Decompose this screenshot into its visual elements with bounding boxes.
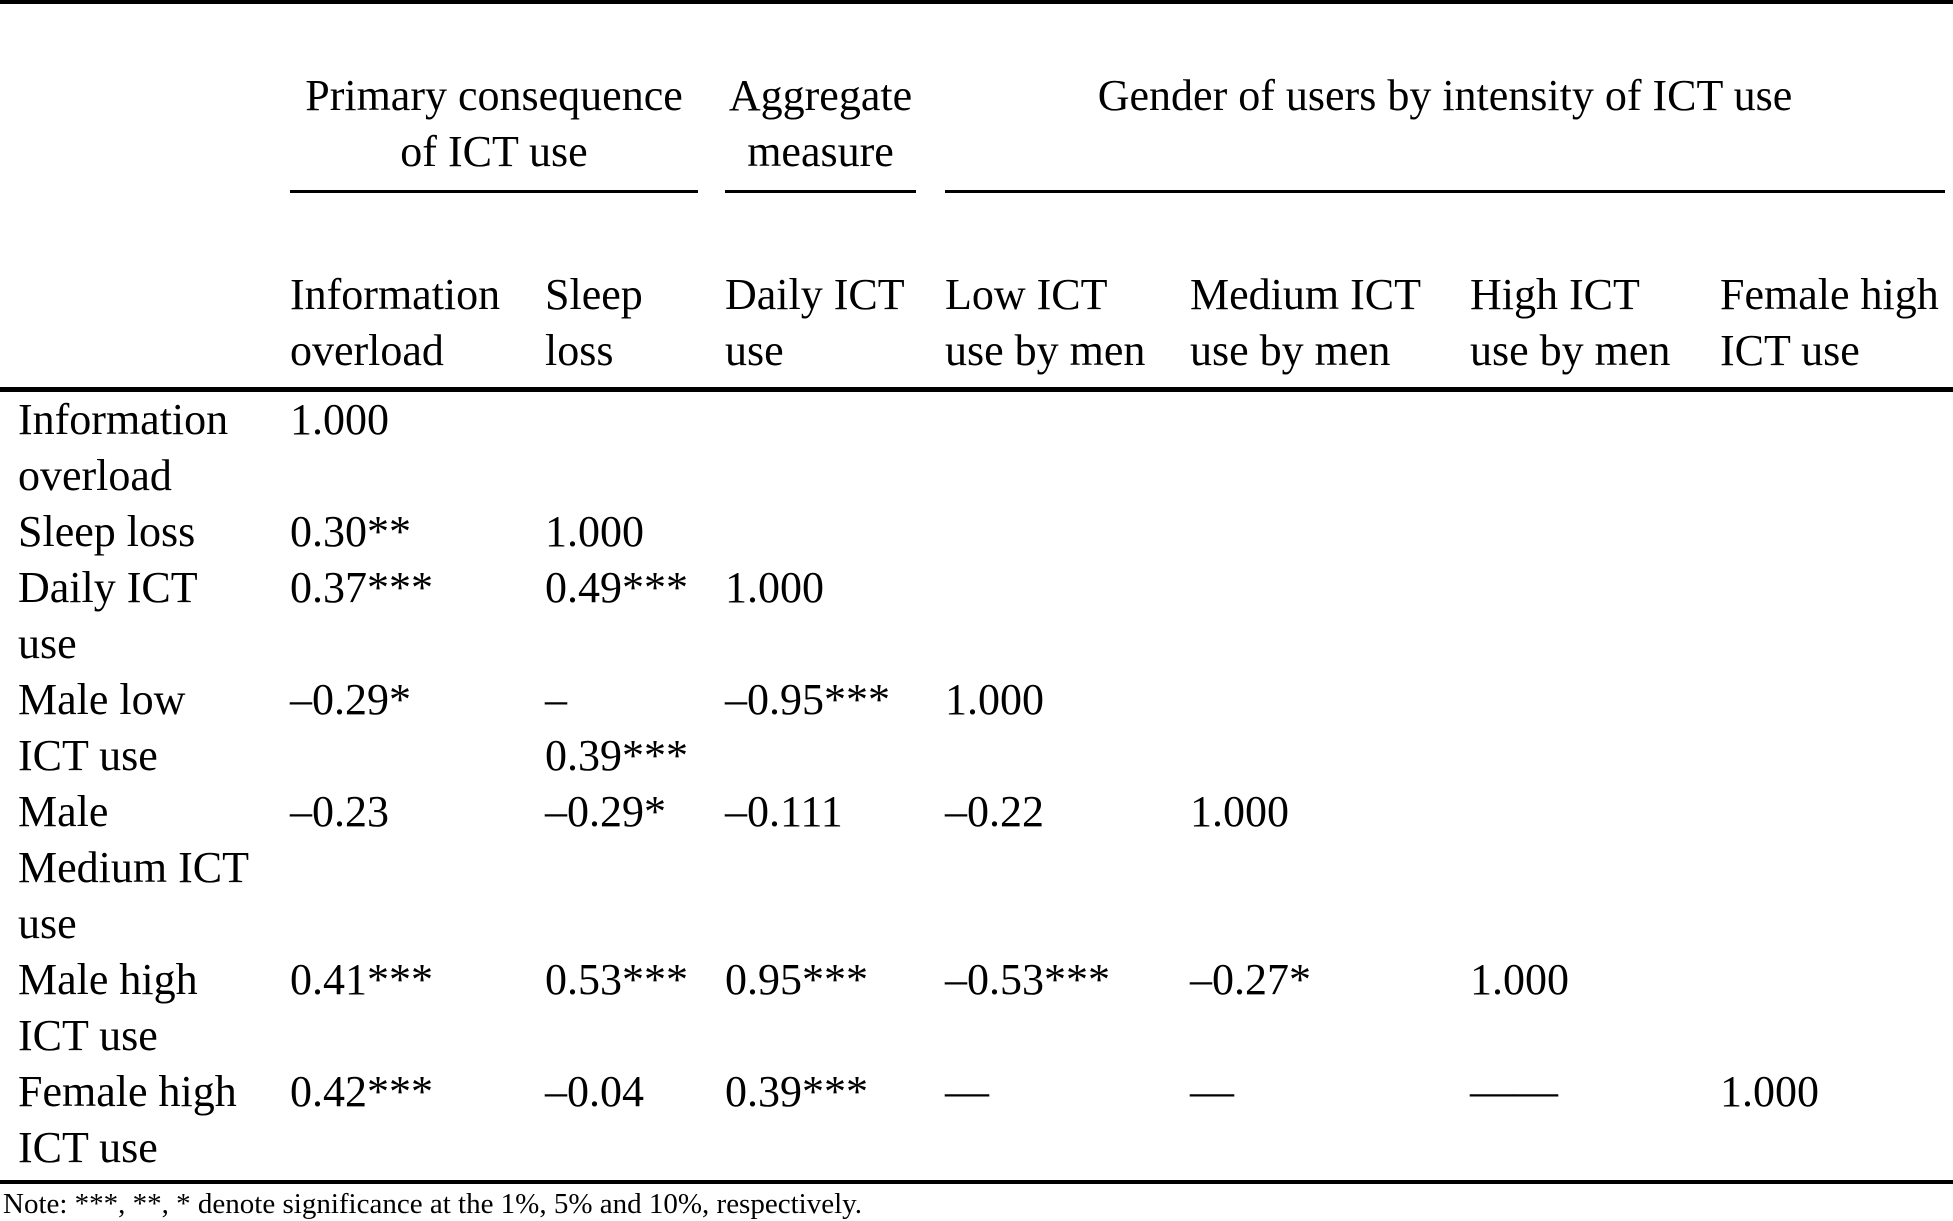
cell-value: –0.27* <box>1190 955 1311 1004</box>
column-header-medium-ict-men: Medium ICT use by men <box>1190 249 1470 392</box>
cell-value: 1.000 <box>1720 1064 1953 1184</box>
cell-value: 0.49*** <box>545 563 688 612</box>
row-label: Sleep loss <box>18 507 196 556</box>
cell-value <box>1720 560 1953 672</box>
cell-value: 1.000 <box>945 675 1044 724</box>
table-row-male-low-ict-use: Male low ICT use –0.29* – 0.39*** –0.95*… <box>0 672 1953 784</box>
cell-value: 1.000 <box>1470 955 1569 1004</box>
cell-value: 0.42*** <box>290 1064 545 1184</box>
cell-value: –0.04 <box>545 1064 725 1184</box>
cell-value <box>1190 504 1470 560</box>
cell-value: 1.000 <box>1190 787 1289 836</box>
row-label: Male low ICT use <box>18 675 186 780</box>
cell-value <box>725 504 945 560</box>
cell-value: –0.111 <box>725 787 843 836</box>
cell-value: 1.000 <box>545 507 644 556</box>
table-row-male-medium-ict-use: Male Medium ICT use –0.23 –0.29* –0.111 … <box>0 784 1953 952</box>
column-header-female-high-ict: Female high ICT use <box>1720 249 1953 392</box>
column-header-low-ict-men: Low ICT use by men <box>945 249 1190 392</box>
group-header-label: Gender of users by intensity of ICT use <box>945 68 1946 193</box>
row-label: Daily ICT use <box>18 563 198 668</box>
table-row-information-overload: Information overload 1.000 <box>0 390 1953 505</box>
table-row-male-high-ict-use: Male high ICT use 0.41*** 0.53*** 0.95**… <box>0 952 1953 1064</box>
cell-value <box>1190 560 1470 672</box>
cell-value: –0.53*** <box>945 955 1110 1004</box>
cell-value: – 0.39*** <box>545 675 688 780</box>
table-row-daily-ict-use: Daily ICT use 0.37*** 0.49*** 1.000 <box>0 560 1953 672</box>
group-header-gender-intensity: Gender of users by intensity of ICT use <box>945 2 1953 249</box>
row-label: Male Medium ICT use <box>18 787 249 948</box>
cell-value: 0.95*** <box>725 955 868 1004</box>
group-header-aggregate-measure: Aggregate measure <box>725 2 945 249</box>
cell-value <box>1720 504 1953 560</box>
cell-value: 0.39*** <box>725 1064 945 1184</box>
cell-value <box>725 390 945 505</box>
cell-value <box>1190 390 1470 505</box>
table-row-sleep-loss: Sleep loss 0.30** 1.000 <box>0 504 1953 560</box>
column-header-sleep-loss: Sleep loss <box>545 249 725 392</box>
cell-value: — <box>945 1064 1190 1184</box>
column-header-information-overload: Information overload <box>290 249 545 392</box>
row-label: Male high ICT use <box>18 955 198 1060</box>
cell-value: 0.30** <box>290 507 411 556</box>
column-header-daily-ict-use: Daily ICT use <box>725 249 945 392</box>
cell-value: –0.29* <box>545 787 666 836</box>
cell-value <box>1470 390 1720 505</box>
cell-value <box>945 390 1190 505</box>
cell-value: 1.000 <box>290 395 389 444</box>
cell-value <box>1470 504 1720 560</box>
column-header-high-ict-men: High ICT use by men <box>1470 249 1720 392</box>
cell-value: 0.53*** <box>545 955 688 1004</box>
correlation-table: Primary consequence of ICT use Aggregate… <box>0 0 1953 1184</box>
cell-value <box>945 504 1190 560</box>
cell-value: –0.95*** <box>725 675 890 724</box>
cell-value: 0.41*** <box>290 955 433 1004</box>
cell-value <box>1720 390 1953 505</box>
cell-value: — <box>1190 1064 1470 1184</box>
cell-value <box>1720 784 1953 952</box>
row-label: Information overload <box>18 395 229 500</box>
cell-value: –0.22 <box>945 787 1044 836</box>
column-header-empty <box>0 249 290 392</box>
cell-value: –0.29* <box>290 675 411 724</box>
table-row-female-high-ict-use: Female high ICT use 0.42*** –0.04 0.39**… <box>0 1064 1953 1184</box>
cell-value: 1.000 <box>725 563 824 612</box>
group-header-label: Aggregate measure <box>725 68 916 193</box>
cell-value <box>1720 952 1953 1064</box>
cell-value <box>1470 560 1720 672</box>
group-header-row: Primary consequence of ICT use Aggregate… <box>0 2 1953 249</box>
column-header-row: Information overload Sleep loss Daily IC… <box>0 249 1953 392</box>
cell-value <box>545 390 725 505</box>
cell-value: —— <box>1470 1064 1720 1184</box>
significance-note: Note: ***, **, * denote significance at … <box>3 1188 862 1220</box>
cell-value <box>945 560 1190 672</box>
cell-value <box>1720 672 1953 784</box>
group-header-label: Primary consequence of ICT use <box>290 68 698 193</box>
cell-value <box>1470 672 1720 784</box>
cell-value: 0.37*** <box>290 563 433 612</box>
cell-value: –0.23 <box>290 787 389 836</box>
cell-value <box>1470 784 1720 952</box>
cell-value <box>1190 672 1470 784</box>
row-label: Female high ICT use <box>0 1064 290 1184</box>
corner-cell <box>0 2 290 249</box>
group-header-primary-consequence: Primary consequence of ICT use <box>290 2 725 249</box>
